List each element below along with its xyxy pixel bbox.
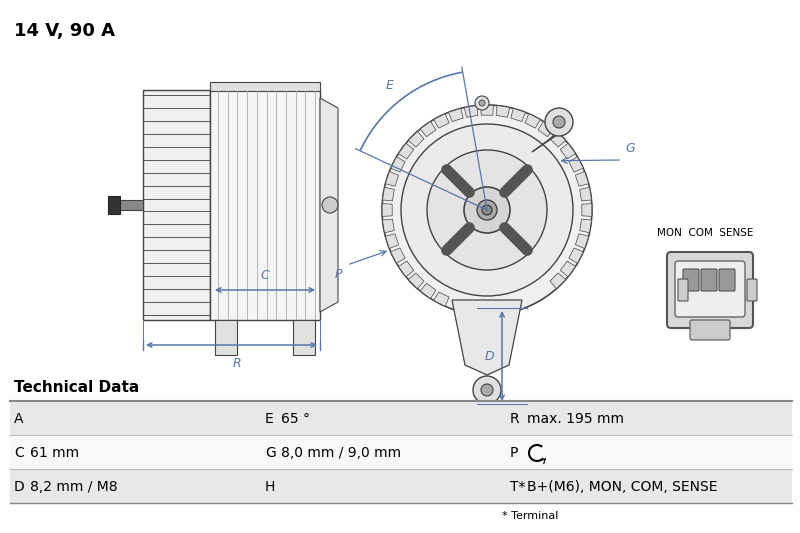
Circle shape bbox=[479, 100, 485, 106]
Bar bbox=[293, 320, 315, 355]
Text: T*: T* bbox=[510, 480, 526, 494]
Polygon shape bbox=[434, 114, 449, 128]
Circle shape bbox=[545, 108, 573, 136]
Polygon shape bbox=[452, 300, 522, 375]
Polygon shape bbox=[420, 284, 436, 298]
Text: 8,2 mm / M8: 8,2 mm / M8 bbox=[30, 480, 118, 494]
Text: G: G bbox=[265, 446, 276, 460]
Polygon shape bbox=[382, 187, 394, 201]
Polygon shape bbox=[386, 234, 398, 248]
FancyBboxPatch shape bbox=[747, 279, 757, 301]
Text: P: P bbox=[334, 268, 342, 281]
FancyBboxPatch shape bbox=[675, 261, 745, 317]
Text: 65 °: 65 ° bbox=[281, 412, 310, 426]
Polygon shape bbox=[532, 127, 569, 152]
Text: E: E bbox=[386, 79, 394, 92]
Circle shape bbox=[475, 96, 489, 110]
Circle shape bbox=[481, 384, 493, 396]
FancyBboxPatch shape bbox=[719, 269, 735, 291]
FancyBboxPatch shape bbox=[678, 279, 688, 301]
Polygon shape bbox=[569, 157, 583, 172]
Polygon shape bbox=[560, 143, 575, 159]
Circle shape bbox=[464, 187, 510, 233]
Text: P: P bbox=[510, 446, 518, 460]
Bar bbox=[143, 90, 210, 320]
Polygon shape bbox=[525, 114, 540, 128]
Text: E: E bbox=[265, 412, 274, 426]
Circle shape bbox=[427, 150, 547, 270]
Text: Technical Data: Technical Data bbox=[14, 380, 139, 395]
Text: D: D bbox=[14, 480, 25, 494]
Bar bbox=[10, 469, 792, 503]
Polygon shape bbox=[434, 292, 449, 306]
Circle shape bbox=[382, 105, 592, 315]
Text: 8,0 mm / 9,0 mm: 8,0 mm / 9,0 mm bbox=[281, 446, 401, 460]
Bar bbox=[118, 200, 143, 210]
Polygon shape bbox=[550, 273, 566, 289]
Polygon shape bbox=[582, 204, 592, 216]
Text: 14 V, 90 A: 14 V, 90 A bbox=[14, 22, 115, 40]
Text: C: C bbox=[14, 446, 24, 460]
Circle shape bbox=[322, 197, 338, 213]
Circle shape bbox=[482, 205, 492, 215]
Polygon shape bbox=[510, 108, 526, 122]
Polygon shape bbox=[464, 106, 478, 117]
Polygon shape bbox=[408, 131, 424, 147]
Polygon shape bbox=[382, 204, 392, 216]
Text: MON  COM  SENSE: MON COM SENSE bbox=[657, 228, 753, 238]
Polygon shape bbox=[386, 172, 398, 186]
Polygon shape bbox=[449, 108, 463, 122]
Text: * Terminal: * Terminal bbox=[502, 511, 558, 521]
Text: H: H bbox=[265, 480, 275, 494]
Polygon shape bbox=[382, 219, 394, 233]
Polygon shape bbox=[550, 131, 566, 147]
Polygon shape bbox=[575, 234, 589, 248]
Circle shape bbox=[553, 116, 565, 128]
Polygon shape bbox=[420, 122, 436, 136]
Text: B+(M6), MON, COM, SENSE: B+(M6), MON, COM, SENSE bbox=[527, 480, 718, 494]
Bar bbox=[108, 196, 120, 214]
Text: D: D bbox=[484, 350, 494, 362]
Polygon shape bbox=[320, 98, 338, 312]
Bar bbox=[215, 320, 237, 355]
Text: 61 mm: 61 mm bbox=[30, 446, 79, 460]
Polygon shape bbox=[481, 105, 494, 115]
Polygon shape bbox=[569, 248, 583, 263]
Polygon shape bbox=[538, 122, 554, 136]
FancyBboxPatch shape bbox=[683, 269, 699, 291]
Bar bbox=[10, 435, 792, 469]
Polygon shape bbox=[496, 106, 510, 117]
FancyBboxPatch shape bbox=[690, 320, 730, 340]
Polygon shape bbox=[408, 273, 424, 289]
Polygon shape bbox=[390, 248, 405, 263]
Bar bbox=[10, 401, 792, 435]
Polygon shape bbox=[580, 219, 591, 233]
Polygon shape bbox=[398, 261, 414, 277]
Polygon shape bbox=[575, 172, 589, 186]
Text: C: C bbox=[261, 269, 270, 282]
Text: R: R bbox=[232, 357, 241, 370]
Bar bbox=[210, 90, 320, 320]
Text: max. 195 mm: max. 195 mm bbox=[527, 412, 624, 426]
Bar bbox=[210, 82, 320, 91]
Circle shape bbox=[473, 376, 501, 404]
FancyBboxPatch shape bbox=[701, 269, 717, 291]
Polygon shape bbox=[580, 187, 591, 201]
Polygon shape bbox=[390, 157, 405, 172]
Polygon shape bbox=[560, 261, 575, 277]
Circle shape bbox=[477, 200, 497, 220]
Text: R: R bbox=[510, 412, 520, 426]
Text: A: A bbox=[14, 412, 23, 426]
Text: G: G bbox=[625, 142, 634, 155]
Polygon shape bbox=[398, 143, 414, 159]
FancyBboxPatch shape bbox=[667, 252, 753, 328]
Circle shape bbox=[401, 124, 573, 296]
